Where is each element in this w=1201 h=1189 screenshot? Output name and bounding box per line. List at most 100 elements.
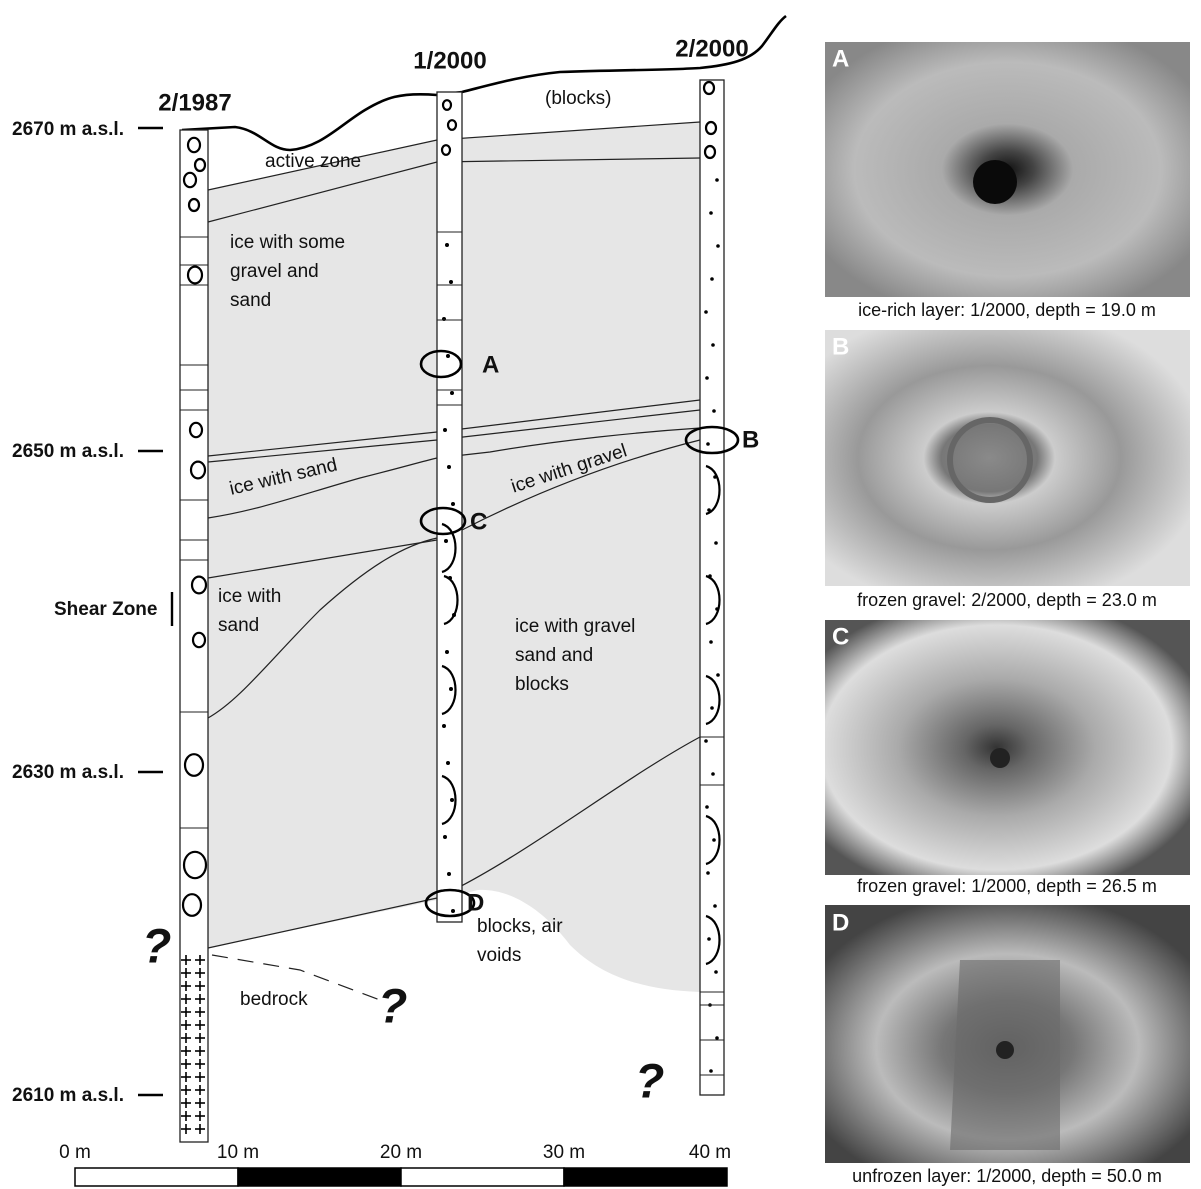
column-symbol — [442, 724, 446, 728]
photo-caption: frozen gravel: 2/2000, depth = 23.0 m — [857, 590, 1157, 610]
column-symbol — [443, 835, 447, 839]
scale-label: 0 m — [59, 1142, 91, 1163]
column-symbol — [181, 893, 203, 917]
column-symbol — [449, 280, 453, 284]
elevation-label: 2610 m a.s.l. — [12, 1085, 124, 1106]
scale-label: 10 m — [217, 1142, 259, 1163]
layer-label: (blocks) — [545, 88, 612, 109]
column-symbol — [712, 409, 716, 413]
column-symbol — [714, 541, 718, 545]
column-symbol — [182, 850, 208, 880]
layer-label: ice with — [218, 586, 281, 607]
photo-letter: D — [832, 909, 849, 936]
column-symbol — [713, 475, 717, 479]
unknown-mark: ? — [635, 1056, 664, 1109]
column-symbol — [705, 464, 721, 516]
column-symbol — [190, 575, 208, 595]
column-symbol — [445, 243, 449, 247]
photo-panels — [825, 42, 1190, 1163]
column-symbol — [447, 465, 451, 469]
column-symbol — [441, 99, 453, 111]
column-symbol — [702, 80, 716, 96]
column-symbol — [709, 640, 713, 644]
marker-label: C — [470, 508, 487, 535]
photo-letter: A — [832, 45, 849, 72]
column-symbol — [711, 772, 715, 776]
column-symbol — [707, 937, 711, 941]
column-symbol — [446, 761, 450, 765]
borehole-label: 1/2000 — [413, 47, 486, 74]
layer-label: voids — [477, 945, 521, 966]
column-symbol — [443, 428, 447, 432]
surface — [181, 14, 787, 152]
column-symbol — [187, 197, 201, 213]
marker-label: A — [482, 351, 499, 378]
elevation-ticks — [138, 126, 174, 1097]
sample-ellipses — [419, 349, 740, 918]
scale-label: 40 m — [689, 1142, 731, 1163]
column-symbol — [441, 664, 457, 716]
column-symbol — [713, 904, 717, 908]
scale-bar — [74, 1167, 728, 1187]
column-symbol — [445, 650, 449, 654]
column-symbol — [707, 508, 711, 512]
elevation-label: 2650 m a.s.l. — [12, 441, 124, 462]
column-symbol — [706, 442, 710, 446]
column-symbol — [705, 914, 721, 966]
column-symbol — [706, 871, 710, 875]
column-symbol — [440, 144, 452, 156]
column-symbol — [715, 607, 719, 611]
column-symbol — [441, 522, 457, 574]
photo-caption: ice-rich layer: 1/2000, depth = 19.0 m — [858, 300, 1156, 320]
column-symbol — [704, 120, 718, 136]
column-fill — [180, 80, 724, 1134]
layer-label: active zone — [265, 151, 361, 172]
column-symbol — [709, 1069, 713, 1073]
scale-label: 20 m — [380, 1142, 422, 1163]
column-symbol — [191, 631, 207, 649]
column-symbol — [450, 798, 454, 802]
column-symbol — [715, 178, 719, 182]
column-symbol — [447, 872, 451, 876]
column-symbol — [709, 211, 713, 215]
column-symbol — [708, 574, 712, 578]
column-symbol — [186, 136, 202, 154]
column-symbol — [446, 119, 458, 131]
column-symbol — [716, 244, 720, 248]
elevation-label: 2630 m a.s.l. — [12, 762, 124, 783]
layer-label: ice with gravel — [515, 616, 635, 637]
layer-label: sand and — [515, 645, 593, 666]
borehole-label: 2/2000 — [675, 35, 748, 62]
layer-label: sand — [218, 615, 259, 636]
marker-label: D — [467, 889, 484, 916]
column-symbol — [714, 970, 718, 974]
column-symbol — [710, 706, 714, 710]
photo-letter: B — [832, 333, 849, 360]
photo-letter: C — [832, 623, 849, 650]
layer-label: blocks, air — [477, 916, 563, 937]
column-symbol — [451, 502, 455, 506]
column-symbol — [715, 1036, 719, 1040]
column-symbol — [705, 814, 721, 866]
photo-caption: frozen gravel: 1/2000, depth = 26.5 m — [857, 876, 1157, 896]
scale-label: 30 m — [543, 1142, 585, 1163]
column-symbol — [188, 421, 204, 439]
column-symbol — [705, 805, 709, 809]
marker-label: B — [742, 426, 759, 453]
column-symbol — [705, 574, 721, 626]
column-symbol — [448, 576, 452, 580]
column-symbol — [186, 265, 204, 285]
column-symbol — [449, 687, 453, 691]
borehole-label: 2/1987 — [158, 89, 231, 116]
column-symbol — [716, 673, 720, 677]
column-symbol — [451, 909, 455, 913]
column-symbol — [441, 774, 457, 826]
column-symbol — [704, 310, 708, 314]
column-symbol — [705, 674, 721, 726]
layer-label: gravel and — [230, 261, 319, 282]
column-symbol — [189, 460, 207, 480]
column-symbol — [711, 343, 715, 347]
unknown-mark: ? — [142, 921, 171, 974]
elevation-label: 2670 m a.s.l. — [12, 119, 124, 140]
